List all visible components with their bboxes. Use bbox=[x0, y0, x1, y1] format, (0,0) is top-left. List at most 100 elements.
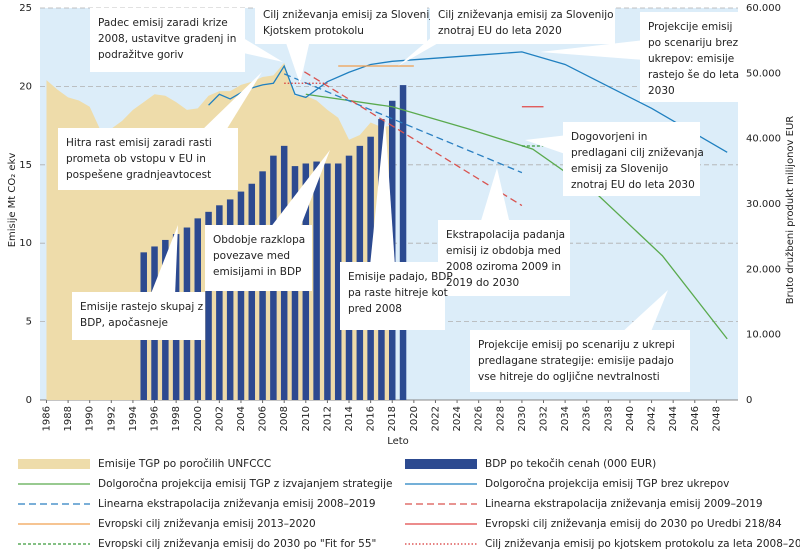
bar bbox=[313, 161, 320, 400]
bar bbox=[334, 163, 342, 400]
annotation-text: Projekcije emisij po scenariju z ukrepi bbox=[478, 339, 675, 351]
x-tick-label: 2004 bbox=[236, 406, 247, 431]
callout-pointer bbox=[270, 150, 330, 228]
y-axis-label: Emisije Mt CO₂ ekv bbox=[7, 153, 18, 248]
callout-box bbox=[255, 0, 427, 44]
legend-label: Evropski cilj zniževanja emisij 2013–202… bbox=[98, 518, 316, 530]
y2-tick-label: 0 bbox=[746, 395, 752, 406]
y2-tick-label: 60.000 bbox=[746, 3, 781, 14]
annotation-text: 2008, ustavitve gradenj in bbox=[98, 33, 236, 45]
callout-pointer bbox=[150, 225, 178, 296]
x-tick-label: 2030 bbox=[517, 406, 528, 431]
callout-box bbox=[430, 0, 615, 44]
callout-pointer bbox=[200, 72, 262, 132]
x-tick-label: 2018 bbox=[387, 406, 398, 431]
y-tick-label: 10 bbox=[19, 238, 32, 249]
annotation-text: Cilj zniževanja emisij za Slovenijo po bbox=[263, 9, 455, 21]
annotation-text: 2030 bbox=[648, 85, 675, 97]
x-tick-label: 1998 bbox=[171, 406, 182, 431]
x-tick-label: 2016 bbox=[366, 406, 377, 431]
callout-pointer bbox=[620, 290, 668, 334]
x-tick-label: 2008 bbox=[279, 406, 290, 431]
annotation-text: podražitve goriv bbox=[98, 49, 184, 61]
x-axis-label: Leto bbox=[387, 436, 409, 447]
y-tick-label: 5 bbox=[26, 317, 32, 328]
y-tick-label: 20 bbox=[19, 81, 32, 92]
x-tick-label: 2014 bbox=[344, 406, 355, 431]
x-tick-label: 2010 bbox=[301, 406, 312, 431]
annotation-text: pred 2008 bbox=[348, 303, 402, 315]
x-tick-label: 2044 bbox=[668, 406, 679, 431]
y-tick-label: 15 bbox=[19, 160, 32, 171]
callout-box bbox=[205, 225, 312, 291]
legend-label: Emisije TGP po poročilih UNFCCC bbox=[98, 458, 271, 470]
y-tick-label: 0 bbox=[26, 395, 32, 406]
annotation-text: Kjotskem protokolu bbox=[263, 25, 364, 37]
x-tick-label: 2028 bbox=[495, 406, 506, 431]
annotation-text: znotraj EU do leta 2030 bbox=[571, 179, 695, 191]
x-tick-label: 2034 bbox=[560, 406, 571, 431]
bar bbox=[399, 85, 407, 401]
bar bbox=[324, 163, 331, 400]
annotation-text: Obdobje razklopa bbox=[213, 234, 305, 246]
legend-label: Linearna ekstrapolacija zniževanja emisi… bbox=[98, 498, 376, 510]
bar bbox=[226, 199, 234, 400]
annotation-text: po scenariju brez bbox=[648, 37, 739, 49]
y2-tick-label: 40.000 bbox=[746, 134, 781, 145]
x-tick-label: 2046 bbox=[690, 406, 701, 431]
callout-pointer bbox=[540, 40, 645, 60]
x-tick-label: 1994 bbox=[128, 406, 139, 431]
y-tick-label: 25 bbox=[19, 3, 32, 14]
annotation-text: pa raste hitreje kot bbox=[348, 287, 448, 299]
x-tick-label: 2040 bbox=[625, 406, 636, 431]
line bbox=[305, 93, 728, 340]
x-tick-label: 2038 bbox=[603, 406, 614, 431]
callout-box bbox=[563, 122, 700, 196]
x-tick-label: 2048 bbox=[711, 406, 722, 431]
callout-box bbox=[340, 262, 445, 330]
legend-label: Linearna ekstrapolacija zniževanja emisi… bbox=[485, 498, 763, 510]
annotation-text: Emisije padajo, BDP bbox=[348, 271, 453, 283]
x-tick-label: 1988 bbox=[63, 406, 74, 431]
legend-label: Cilj zniževanja emisij po kjotskem proto… bbox=[485, 538, 800, 550]
bar bbox=[205, 211, 212, 400]
annotation-text: 2019 do 2030 bbox=[446, 277, 519, 289]
callout-pointer bbox=[398, 30, 440, 66]
annotation-text: ukrepov: emisije bbox=[648, 53, 734, 65]
y2-tick-label: 30.000 bbox=[746, 199, 781, 210]
x-tick-label: 1996 bbox=[150, 406, 161, 431]
y2-tick-label: 50.000 bbox=[746, 68, 781, 79]
bar bbox=[248, 183, 256, 400]
annotation-text: znotraj EU do leta 2020 bbox=[438, 25, 562, 37]
callout-box bbox=[90, 8, 245, 72]
x-tick-label: 2012 bbox=[322, 406, 333, 431]
callout-box bbox=[438, 220, 570, 296]
x-tick-label: 2000 bbox=[193, 406, 204, 431]
legend-label: Dolgoročna projekcija emisij TGP z izvaj… bbox=[98, 478, 392, 490]
x-tick-label: 2036 bbox=[582, 406, 593, 431]
x-tick-label: 2026 bbox=[474, 406, 485, 431]
callout-pointer bbox=[525, 135, 568, 155]
callout-pointer bbox=[370, 118, 395, 266]
legend-swatch bbox=[18, 459, 90, 469]
annotation-text: predlagane strategije: emisije padajo bbox=[478, 355, 674, 367]
legend-label: Evropski cilj zniževanja emisij do 2030 … bbox=[485, 518, 782, 530]
x-tick-label: 2006 bbox=[258, 406, 269, 431]
x-tick-label: 1986 bbox=[41, 406, 52, 431]
annotation-text: emisijami in BDP bbox=[213, 266, 301, 278]
callout-box bbox=[470, 330, 690, 392]
annotation-text: rastejo še do leta bbox=[648, 69, 739, 81]
callout-pointer bbox=[480, 168, 510, 224]
annotation-text: Emisije rastejo skupaj z bbox=[80, 301, 204, 313]
line bbox=[294, 65, 523, 207]
x-tick-label: 1990 bbox=[85, 406, 96, 431]
x-tick-label: 2002 bbox=[214, 406, 225, 431]
legend-label: Evropski cilj zniževanja emisij do 2030 … bbox=[98, 538, 376, 550]
annotation-text: predlagani cilj zniževanja bbox=[571, 147, 704, 159]
x-tick-label: 2024 bbox=[452, 406, 463, 431]
annotation-text: Padec emisij zaradi krize bbox=[98, 17, 228, 29]
annotation-text: vse hitreje do ogljične nevtralnosti bbox=[478, 371, 660, 383]
callout-box bbox=[640, 12, 740, 102]
callout-box bbox=[58, 128, 238, 190]
